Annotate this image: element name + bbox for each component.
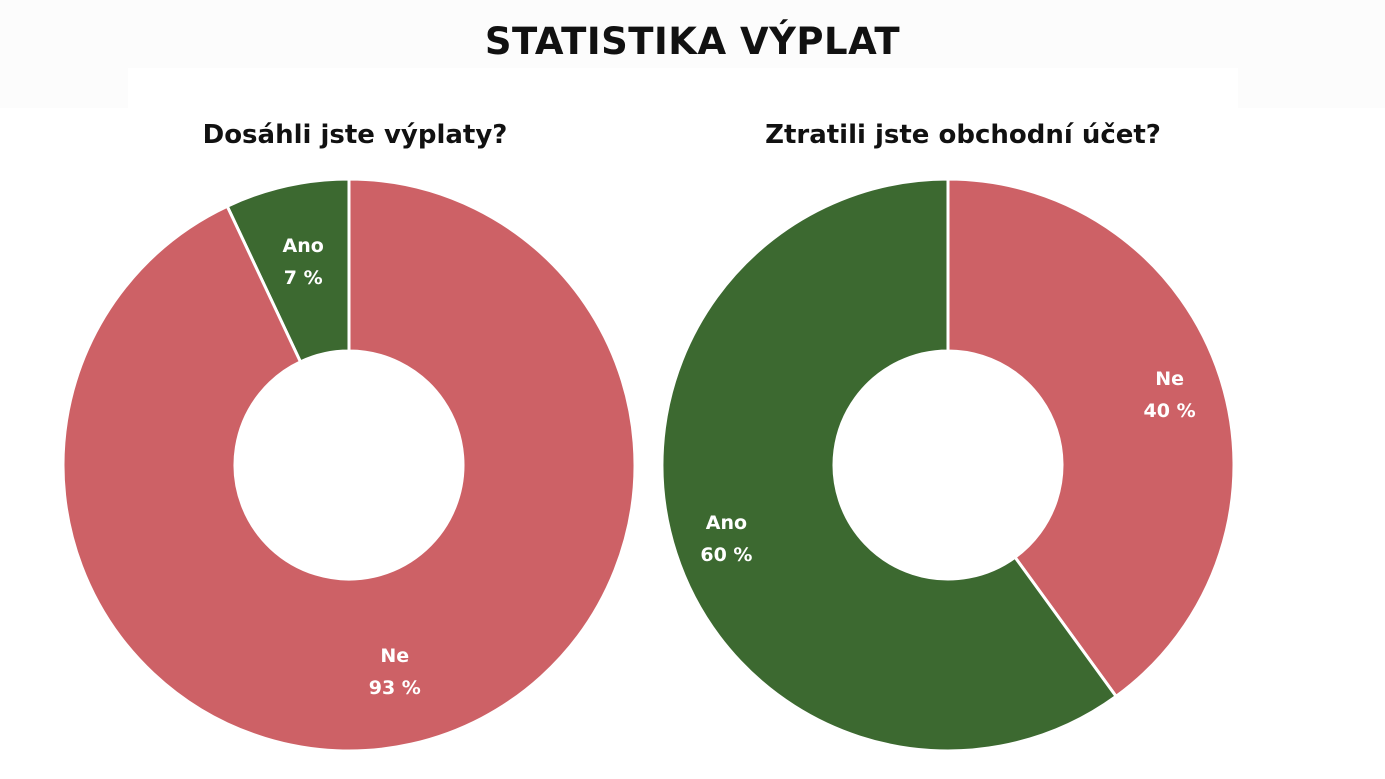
page-title: STATISTIKA VÝPLAT xyxy=(484,20,901,63)
chart-title-right: Ztratili jste obchodní účet? xyxy=(765,120,1161,150)
slice-label: Ano xyxy=(283,235,324,257)
slice-label: Ne xyxy=(1155,368,1184,390)
chart-title-left: Dosáhli jste výplaty? xyxy=(202,120,508,150)
slice-ne xyxy=(946,177,1236,698)
slice-label: Ano xyxy=(706,512,747,534)
slice-value-label: 40 % xyxy=(1144,400,1196,422)
donut-chart-1: Ano 7 % Ne 93 % xyxy=(61,177,637,753)
slice-ne xyxy=(61,177,637,753)
title-band xyxy=(0,0,1385,108)
slice-label: Ne xyxy=(380,645,409,667)
slice-value-label: 7 % xyxy=(284,267,323,289)
title-band-inner xyxy=(128,68,1238,108)
slice-ano xyxy=(660,177,1118,753)
donut-chart-2: Ne 40 % Ano 60 % xyxy=(660,177,1236,753)
slice-value-label: 60 % xyxy=(700,544,752,566)
slice-value-label: 93 % xyxy=(369,677,421,699)
